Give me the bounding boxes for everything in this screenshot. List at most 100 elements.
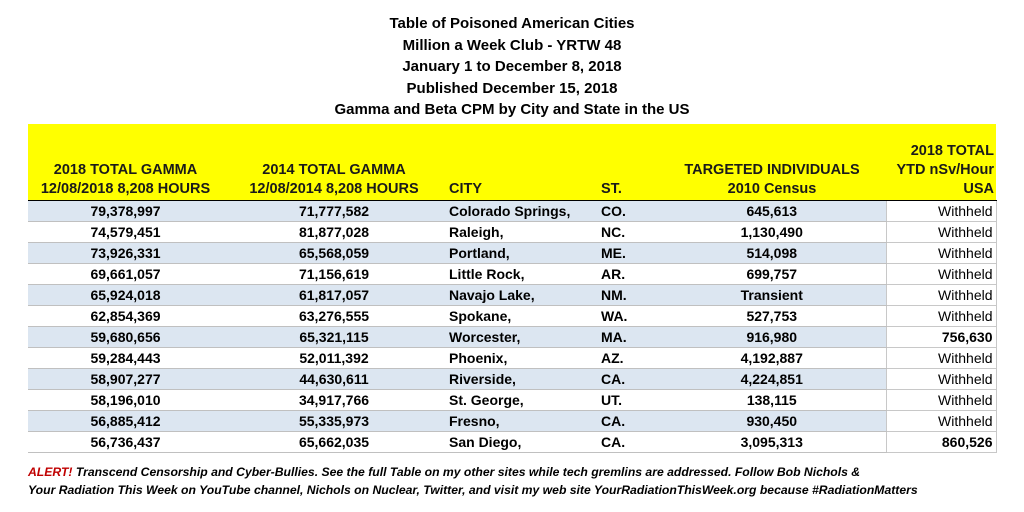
- cell-state: CA.: [597, 368, 658, 390]
- cell-gamma-2014: 34,917,766: [223, 389, 445, 411]
- cell-ytd: Withheld: [885, 220, 997, 243]
- header-ytd-line3: USA: [963, 180, 994, 197]
- subtitle-published: Published December 15, 2018: [406, 79, 618, 97]
- header-city: CITY: [445, 124, 597, 201]
- table-row: 69,661,057 71,156,619 Little Rock, AR. 699,7…: [28, 262, 997, 285]
- table-row: 56,885,412 55,335,973 Fresno, CA. 930,450 Wit…: [28, 409, 997, 432]
- cell-city: San Diego,: [445, 431, 597, 453]
- cell-targeted: 916,980: [658, 326, 886, 348]
- cell-gamma-2018: 59,680,656: [28, 326, 223, 348]
- table-row: 59,284,443 52,011,392 Phoenix, AZ. 4,192,887…: [28, 346, 997, 369]
- cell-city: St. George,: [445, 389, 597, 411]
- footer-text-1: Transcend Censorship and Cyber-Bullies. …: [72, 465, 861, 479]
- footer-line-2: Your Radiation This Week on YouTube chan…: [28, 483, 918, 497]
- cell-ytd: Withheld: [885, 199, 997, 222]
- table-header-row: 2018 TOTAL GAMMA 12/08/2018 8,208 HOURS …: [28, 124, 996, 201]
- cell-targeted: 930,450: [658, 410, 886, 432]
- cell-city: Fresno,: [445, 410, 597, 432]
- cell-ytd: Withheld: [885, 262, 997, 285]
- cell-ytd: 756,630: [885, 325, 997, 348]
- cell-city: Riverside,: [445, 368, 597, 390]
- table-row: 79,378,997 71,777,582 Colorado Springs, CO.…: [28, 199, 997, 222]
- cell-targeted: 4,192,887: [658, 347, 886, 369]
- cell-state: UT.: [597, 389, 658, 411]
- cell-state: MA.: [597, 326, 658, 348]
- cell-city: Navajo Lake,: [445, 284, 597, 306]
- cell-state: CA.: [597, 410, 658, 432]
- subtitle-description: Gamma and Beta CPM by City and State in …: [334, 101, 690, 118]
- subtitle-date-range: January 1 to December 8, 2018: [402, 58, 622, 75]
- header-targeted: TARGETED INDIVIDUALS 2010 Census: [658, 124, 886, 201]
- cell-targeted: 699,757: [658, 263, 886, 285]
- title-block: Table of Poisoned American Cities Millio…: [0, 13, 1024, 121]
- cell-gamma-2018: 74,579,451: [28, 221, 223, 243]
- cell-targeted: 3,095,313: [658, 431, 886, 453]
- cell-gamma-2014: 55,335,973: [223, 410, 445, 432]
- cell-targeted: 527,753: [658, 305, 886, 327]
- table-row: 56,736,437 65,662,035 San Diego, CA. 3,095,3…: [28, 430, 997, 453]
- cell-targeted: 514,098: [658, 242, 886, 264]
- cell-targeted: 645,613: [658, 200, 886, 222]
- cell-state: AZ.: [597, 347, 658, 369]
- table-body: 79,378,997 71,777,582 Colorado Springs, CO.…: [28, 199, 997, 453]
- cell-city: Little Rock,: [445, 263, 597, 285]
- header-ytd: 2018 TOTAL YTD nSv/Hour USA: [886, 124, 996, 201]
- header-gamma-2018-line1: 2018 TOTAL GAMMA: [53, 161, 198, 178]
- cell-gamma-2014: 63,276,555: [223, 305, 445, 327]
- cell-state: NC.: [597, 221, 658, 243]
- cell-ytd: Withheld: [885, 409, 997, 432]
- footer-line-1: ALERT! Transcend Censorship and Cyber-Bu…: [28, 463, 1018, 481]
- table-row: 65,924,018 61,817,057 Navajo Lake, NM. Trans…: [28, 283, 997, 306]
- cell-gamma-2018: 79,378,997: [28, 200, 223, 222]
- cell-state: CA.: [597, 431, 658, 453]
- header-ytd-line1: 2018 TOTAL: [910, 142, 994, 159]
- cell-ytd: Withheld: [885, 346, 997, 369]
- table-row: 74,579,451 81,877,028 Raleigh, NC. 1,130,490…: [28, 220, 997, 243]
- cell-city: Phoenix,: [445, 347, 597, 369]
- cell-state: ME.: [597, 242, 658, 264]
- table-row: 62,854,369 63,276,555 Spokane, WA. 527,753 Wi…: [28, 304, 997, 327]
- cell-city: Colorado Springs,: [445, 200, 597, 222]
- cell-targeted: 1,130,490: [658, 221, 886, 243]
- header-state: ST.: [597, 124, 658, 201]
- cell-gamma-2014: 52,011,392: [223, 347, 445, 369]
- cell-gamma-2018: 56,736,437: [28, 431, 223, 453]
- cities-table: 2018 TOTAL GAMMA 12/08/2018 8,208 HOURS …: [28, 124, 997, 453]
- cell-state: CO.: [597, 200, 658, 222]
- cell-gamma-2014: 65,321,115: [223, 326, 445, 348]
- cell-gamma-2014: 81,877,028: [223, 221, 445, 243]
- cell-gamma-2014: 71,156,619: [223, 263, 445, 285]
- cell-ytd: Withheld: [885, 367, 997, 390]
- table-row: 58,196,010 34,917,766 St. George, UT. 138,11…: [28, 388, 997, 411]
- cell-state: AR.: [597, 263, 658, 285]
- header-gamma-2018: 2018 TOTAL GAMMA 12/08/2018 8,208 HOURS: [28, 124, 223, 201]
- cell-city: Portland,: [445, 242, 597, 264]
- cell-city: Worcester,: [445, 326, 597, 348]
- cell-targeted: 138,115: [658, 389, 886, 411]
- cell-ytd: Withheld: [885, 388, 997, 411]
- cell-state: WA.: [597, 305, 658, 327]
- header-gamma-2014-line1: 2014 TOTAL GAMMA: [262, 161, 406, 178]
- cell-state: NM.: [597, 284, 658, 306]
- table-row: 73,926,331 65,568,059 Portland, ME. 514,098 W…: [28, 241, 997, 264]
- table-row: 59,680,656 65,321,115 Worcester, MA. 916,980…: [28, 325, 997, 348]
- cell-gamma-2018: 59,284,443: [28, 347, 223, 369]
- table-row: 58,907,277 44,630,611 Riverside, CA. 4,224,8…: [28, 367, 997, 390]
- cell-gamma-2018: 65,924,018: [28, 284, 223, 306]
- subtitle-club: Million a Week Club - YRTW 48: [402, 36, 622, 54]
- cell-ytd: 860,526: [885, 430, 997, 453]
- cell-gamma-2014: 71,777,582: [223, 200, 445, 222]
- cell-ytd: Withheld: [885, 304, 997, 327]
- cell-gamma-2018: 69,661,057: [28, 263, 223, 285]
- header-targeted-line1: TARGETED INDIVIDUALS: [684, 161, 860, 178]
- cell-gamma-2018: 58,907,277: [28, 368, 223, 390]
- cell-targeted: Transient: [658, 284, 886, 306]
- alert-label: ALERT!: [28, 465, 73, 479]
- header-gamma-2018-line2: 12/08/2018 8,208 HOURS: [40, 180, 211, 197]
- cell-city: Spokane,: [445, 305, 597, 327]
- cell-gamma-2018: 73,926,331: [28, 242, 223, 264]
- header-gamma-2014-line2: 12/08/2014 8,208 HOURS: [249, 180, 419, 197]
- cell-city: Raleigh,: [445, 221, 597, 243]
- cell-ytd: Withheld: [885, 241, 997, 264]
- cell-gamma-2014: 61,817,057: [223, 284, 445, 306]
